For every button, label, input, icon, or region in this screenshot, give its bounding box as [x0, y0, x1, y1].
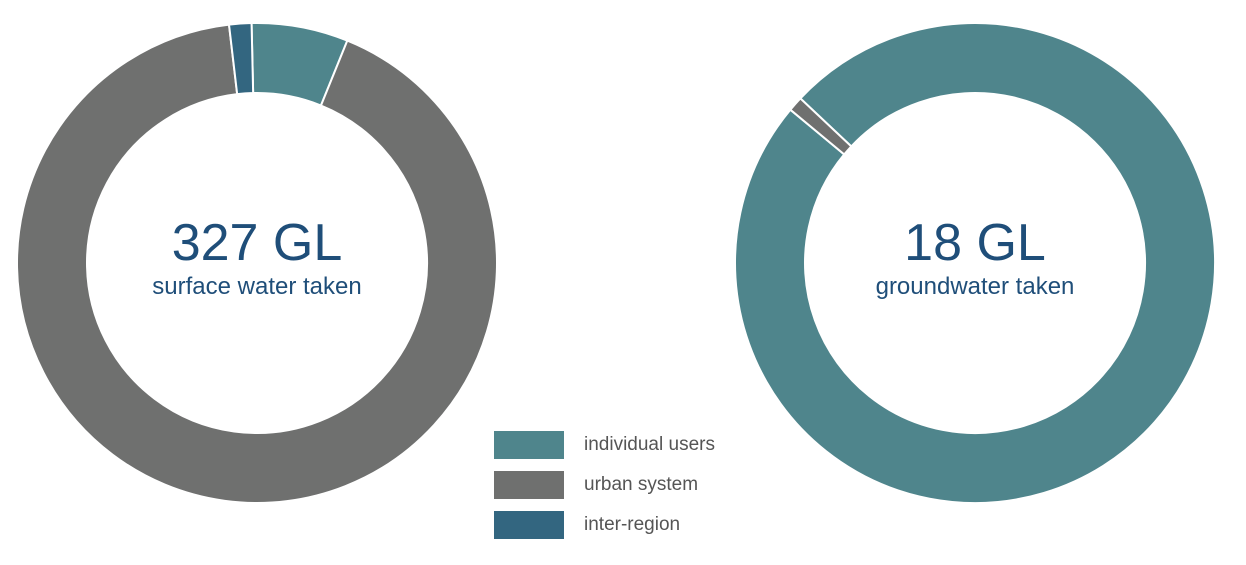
surface-water-label: surface water taken [152, 273, 361, 300]
groundwater-slice-urban-system [788, 96, 853, 156]
legend-item-inter-region: inter-region [494, 505, 715, 545]
legend-item-urban-system: urban system [494, 465, 715, 505]
groundwater-slice-individual-users [733, 22, 1216, 504]
legend-swatch-inter-region [494, 511, 564, 539]
groundwater-donut [733, 22, 1216, 504]
legend-label: urban system [584, 474, 699, 495]
chart-legend: individual users urban system inter-regi… [494, 425, 715, 545]
surface-slice-urban-system [16, 23, 498, 504]
groundwater-value: 18 GL [904, 214, 1046, 272]
legend-item-individual-users: individual users [494, 425, 715, 465]
surface-water-donut [16, 22, 498, 504]
legend-swatch-individual-users [494, 431, 564, 459]
groundwater-label: groundwater taken [876, 273, 1075, 300]
legend-label: inter-region [584, 514, 681, 535]
surface-slice-inter-region [227, 22, 255, 96]
surface-water-value: 327 GL [172, 214, 343, 272]
legend-label: individual users [584, 434, 715, 455]
legend-swatch-urban-system [494, 471, 564, 499]
